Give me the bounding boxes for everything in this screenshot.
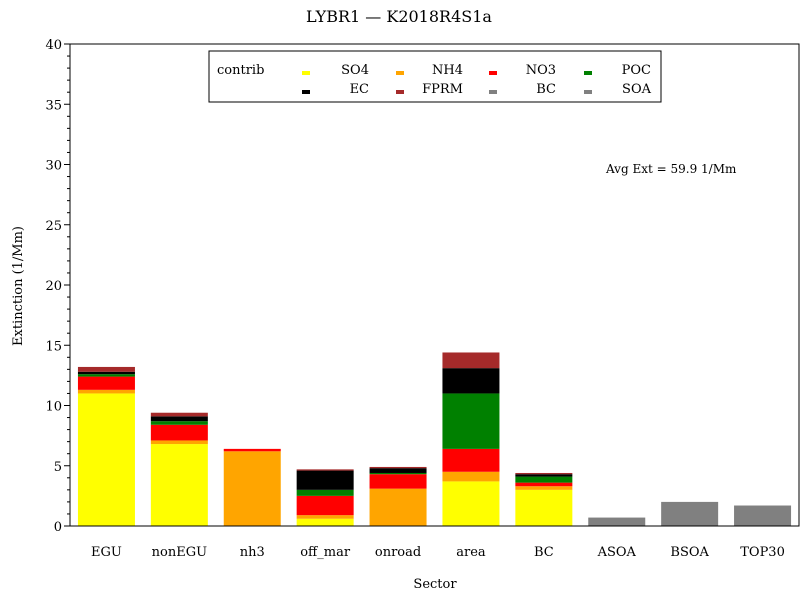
legend-label-fprm: FPRM bbox=[422, 82, 463, 97]
legend-label-so4: SO4 bbox=[341, 63, 369, 78]
legend-swatch-so4 bbox=[302, 71, 310, 75]
legend-swatch-ec bbox=[302, 90, 310, 94]
bar-segment-fprm-egu bbox=[77, 366, 135, 372]
bar-segment-fprm-off_mar bbox=[296, 469, 354, 471]
legend-label-soa: SOA bbox=[622, 82, 652, 97]
bar-segment-so4-bc bbox=[515, 489, 573, 526]
bar-segment-poc-bc bbox=[515, 476, 573, 483]
bar-segment-poc-off_mar bbox=[296, 489, 354, 496]
bar-segment-fprm-area bbox=[442, 352, 500, 369]
x-tick-label: area bbox=[456, 545, 486, 560]
bar-segment-ec-off_mar bbox=[296, 470, 354, 490]
legend-swatch-poc bbox=[584, 71, 592, 75]
bar-segment-no3-egu bbox=[77, 376, 135, 390]
x-tick-label: EGU bbox=[91, 545, 122, 560]
legend-label-bc: BC bbox=[536, 82, 556, 97]
bar-segment-soa-asoa bbox=[588, 517, 646, 526]
x-tick-label: onroad bbox=[375, 545, 421, 560]
x-tick-label: nonEGU bbox=[152, 545, 207, 560]
bar-segment-nh4-nonegu bbox=[150, 440, 208, 445]
bar-segment-no3-nh3 bbox=[223, 448, 281, 452]
bar-segment-so4-off_mar bbox=[296, 518, 354, 526]
legend-label-ec: EC bbox=[350, 82, 369, 97]
bar-segment-nh4-area bbox=[442, 471, 500, 482]
legend-swatch-soa bbox=[584, 90, 592, 94]
chart-title: LYBR1 — K2018R4S1a bbox=[306, 7, 492, 26]
legend-label-no3: NO3 bbox=[526, 63, 556, 78]
bar-segment-ec-nonegu bbox=[150, 416, 208, 422]
y-tick-label: 20 bbox=[45, 279, 62, 294]
x-tick-label: off_mar bbox=[300, 545, 351, 560]
x-tick-label: nh3 bbox=[240, 545, 265, 560]
bar-segment-poc-egu bbox=[77, 374, 135, 377]
bar-segment-no3-nonegu bbox=[150, 424, 208, 441]
bar-segment-no3-area bbox=[442, 448, 500, 472]
bar-segment-soa-bsoa bbox=[661, 501, 719, 526]
bar-segment-poc-area bbox=[442, 393, 500, 449]
bar-segment-nh4-egu bbox=[77, 389, 135, 394]
legend-swatch-bc bbox=[489, 90, 497, 94]
y-tick-label: 15 bbox=[45, 339, 62, 354]
bar-segment-ec-onroad bbox=[369, 468, 427, 473]
bar-segment-ec-area bbox=[442, 368, 500, 394]
bar-segment-nh4-nh3 bbox=[223, 451, 281, 526]
x-tick-label: BC bbox=[534, 545, 554, 560]
plot-area: 0 5 10 15 20 25 30 35 40 EGU nonEGU nh3 off_mar onroa… bbox=[45, 38, 800, 560]
legend-label-nh4: NH4 bbox=[432, 63, 463, 78]
y-tick-label: 30 bbox=[45, 159, 62, 174]
legend-swatch-no3 bbox=[489, 71, 497, 75]
bar-segment-fprm-onroad bbox=[369, 466, 427, 469]
bar-segment-fprm-nonegu bbox=[150, 412, 208, 417]
legend-swatch-fprm bbox=[396, 90, 404, 94]
y-tick-label: 40 bbox=[45, 38, 62, 53]
bar-segment-so4-area bbox=[442, 481, 500, 526]
bar-segment-nh4-off_mar bbox=[296, 515, 354, 519]
bar-segment-no3-bc bbox=[515, 482, 573, 487]
bar-segment-no3-onroad bbox=[369, 474, 427, 489]
legend: contrib SO4 NH4 NO3 POC EC FPRM BC SOA bbox=[208, 50, 662, 103]
bar-segment-poc-onroad bbox=[369, 472, 427, 475]
y-axis-label: Extinction (1/Mm) bbox=[11, 226, 26, 346]
bar-segment-soa-top30 bbox=[734, 505, 792, 526]
x-tick-label: BSOA bbox=[670, 545, 709, 560]
x-axis-label: Sector bbox=[413, 577, 457, 592]
x-tick-label: ASOA bbox=[597, 545, 637, 560]
legend-label-poc: POC bbox=[622, 63, 651, 78]
avg-extinction-annotation: Avg Ext = 59.9 1/Mm bbox=[605, 162, 737, 176]
legend-title: contrib bbox=[217, 63, 264, 78]
bar-segment-so4-egu bbox=[77, 393, 135, 526]
y-tick-label: 25 bbox=[45, 219, 62, 234]
x-tick-label: TOP30 bbox=[740, 545, 785, 560]
bar-segment-nh4-onroad bbox=[369, 488, 427, 526]
bar-segment-fprm-bc bbox=[515, 472, 573, 475]
y-tick-label: 35 bbox=[45, 98, 62, 113]
plot-frame bbox=[69, 43, 800, 527]
legend-swatch-nh4 bbox=[396, 71, 404, 75]
bar-segment-ec-egu bbox=[77, 371, 135, 375]
bar-segment-ec-bc bbox=[515, 474, 573, 477]
y-tick-label: 5 bbox=[54, 460, 62, 475]
bar-segment-poc-nonegu bbox=[150, 421, 208, 425]
y-tick-label: 10 bbox=[45, 400, 62, 415]
bar-segment-nh4-bc bbox=[515, 486, 573, 490]
bar-segment-no3-off_mar bbox=[296, 495, 354, 516]
y-tick-label: 0 bbox=[54, 520, 62, 535]
bar-segment-so4-nonegu bbox=[150, 444, 208, 526]
